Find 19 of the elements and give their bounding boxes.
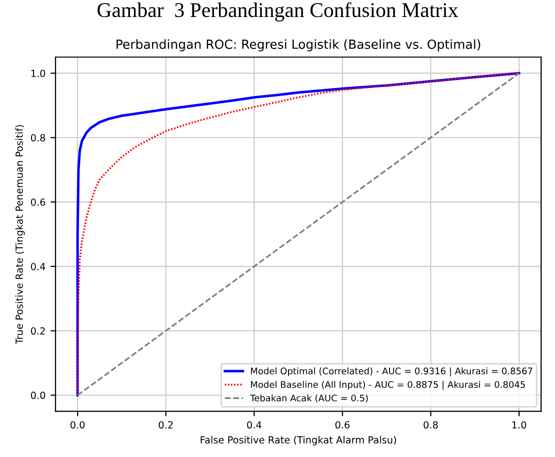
y-axis-title: True Positive Rate (Tingkat Penemuan Positif) bbox=[15, 125, 25, 344]
x-tick-label: 0.8 bbox=[424, 421, 438, 429]
x-axis-title: False Positive Rate (Tingkat Alarm Palsu) bbox=[200, 436, 396, 446]
legend-label: Model Baseline (All Input) - AUC = 0.8875 | Akurasi = 0.8045 bbox=[251, 380, 525, 390]
y-tick-label: 1.0 bbox=[31, 70, 46, 78]
y-tick-label: 0.2 bbox=[30, 327, 45, 335]
legend-label: Model Optimal (Correlated) - AUC = 0.9316 | Akurasi = 0.8567 bbox=[251, 367, 532, 376]
y-tick-label: 0.8 bbox=[30, 134, 46, 142]
x-tick-label: 0.2 bbox=[158, 421, 173, 429]
text: Gambar 3 Perbandingan Confusion Matrix bbox=[98, 2, 458, 22]
x-tick-label: 0.4 bbox=[247, 421, 262, 429]
x-tick-label: 0.0 bbox=[70, 421, 85, 429]
x-tick-label: 1.0 bbox=[512, 421, 526, 429]
x-tick-label: 0.6 bbox=[335, 421, 350, 429]
y-tick-label: 0.6 bbox=[30, 198, 46, 206]
y-tick-label: 0.0 bbox=[30, 392, 46, 400]
legend-label: Tebakan Acak (AUC = 0.5) bbox=[250, 394, 368, 402]
y-tick-label: 0.4 bbox=[30, 262, 46, 270]
chart-title: Perbandingan ROC: Regresi Logistik (Baseline vs. Optimal) bbox=[116, 39, 480, 52]
